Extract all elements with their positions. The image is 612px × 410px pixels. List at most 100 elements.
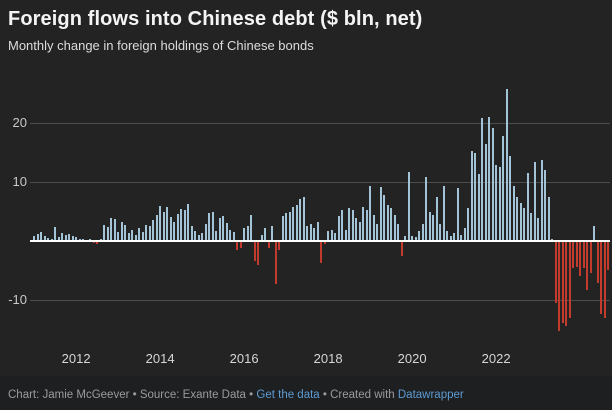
inflow-bar[interactable] (40, 232, 43, 241)
inflow-bar[interactable] (369, 185, 372, 241)
inflow-bar[interactable] (404, 236, 407, 241)
inflow-bar[interactable] (421, 224, 424, 241)
inflow-bar[interactable] (61, 233, 64, 241)
inflow-bar[interactable] (313, 228, 316, 241)
inflow-bar[interactable] (327, 230, 330, 241)
outflow-bar[interactable] (257, 242, 260, 265)
inflow-bar[interactable] (306, 226, 309, 241)
inflow-bar[interactable] (271, 226, 274, 241)
outflow-bar[interactable] (278, 242, 281, 251)
inflow-bar[interactable] (365, 209, 368, 241)
inflow-bar[interactable] (68, 233, 71, 241)
inflow-bar[interactable] (414, 237, 417, 241)
inflow-bar[interactable] (540, 160, 543, 241)
inflow-bar[interactable] (292, 206, 295, 241)
outflow-bar[interactable] (586, 242, 589, 290)
outflow-bar[interactable] (596, 242, 599, 283)
inflow-bar[interactable] (544, 170, 547, 241)
inflow-bar[interactable] (260, 234, 263, 241)
inflow-bar[interactable] (523, 207, 526, 241)
inflow-bar[interactable] (593, 226, 596, 241)
inflow-bar[interactable] (187, 203, 190, 241)
outflow-bar[interactable] (575, 242, 578, 267)
inflow-bar[interactable] (103, 225, 106, 241)
inflow-bar[interactable] (537, 217, 540, 241)
inflow-bar[interactable] (169, 216, 172, 241)
inflow-bar[interactable] (425, 177, 428, 241)
inflow-bar[interactable] (208, 212, 211, 241)
inflow-bar[interactable] (106, 226, 109, 241)
inflow-bar[interactable] (243, 228, 246, 241)
inflow-bar[interactable] (526, 173, 529, 241)
inflow-bar[interactable] (285, 213, 288, 241)
inflow-bar[interactable] (519, 203, 522, 241)
outflow-bar[interactable] (400, 242, 403, 257)
inflow-bar[interactable] (491, 127, 494, 241)
inflow-bar[interactable] (376, 224, 379, 241)
inflow-bar[interactable] (530, 213, 533, 241)
inflow-bar[interactable] (47, 238, 50, 241)
inflow-bar[interactable] (43, 235, 46, 241)
inflow-bar[interactable] (204, 224, 207, 241)
outflow-bar[interactable] (239, 242, 242, 248)
inflow-bar[interactable] (288, 211, 291, 241)
inflow-bar[interactable] (159, 205, 162, 241)
outflow-bar[interactable] (565, 242, 568, 326)
outflow-bar[interactable] (267, 242, 270, 249)
inflow-bar[interactable] (383, 194, 386, 241)
inflow-bar[interactable] (509, 156, 512, 241)
inflow-bar[interactable] (502, 135, 505, 241)
inflow-bar[interactable] (194, 230, 197, 241)
inflow-bar[interactable] (428, 211, 431, 241)
inflow-bar[interactable] (281, 216, 284, 241)
inflow-bar[interactable] (225, 222, 228, 241)
inflow-bar[interactable] (138, 228, 141, 241)
outflow-bar[interactable] (92, 242, 95, 244)
inflow-bar[interactable] (302, 196, 305, 241)
outflow-bar[interactable] (600, 242, 603, 314)
inflow-bar[interactable] (162, 212, 165, 241)
inflow-bar[interactable] (222, 216, 225, 241)
inflow-bar[interactable] (145, 225, 148, 241)
inflow-bar[interactable] (463, 228, 466, 241)
outflow-bar[interactable] (96, 242, 99, 244)
inflow-bar[interactable] (190, 226, 193, 241)
inflow-bar[interactable] (78, 238, 81, 241)
outflow-bar[interactable] (603, 242, 606, 318)
inflow-bar[interactable] (64, 234, 67, 241)
outflow-bar[interactable] (323, 242, 326, 244)
inflow-bar[interactable] (386, 205, 389, 241)
inflow-bar[interactable] (201, 232, 204, 241)
inflow-bar[interactable] (397, 224, 400, 241)
outflow-bar[interactable] (568, 242, 571, 319)
inflow-bar[interactable] (533, 161, 536, 241)
outflow-bar[interactable] (582, 242, 585, 268)
inflow-bar[interactable] (446, 230, 449, 241)
inflow-bar[interactable] (516, 196, 519, 241)
inflow-bar[interactable] (57, 237, 60, 241)
outflow-bar[interactable] (554, 242, 557, 303)
inflow-bar[interactable] (470, 150, 473, 241)
inflow-bar[interactable] (173, 221, 176, 241)
inflow-bar[interactable] (460, 234, 463, 241)
outflow-bar[interactable] (320, 242, 323, 264)
inflow-bar[interactable] (393, 215, 396, 241)
inflow-bar[interactable] (495, 165, 498, 241)
inflow-bar[interactable] (379, 186, 382, 241)
inflow-bar[interactable] (439, 224, 442, 241)
inflow-bar[interactable] (481, 118, 484, 241)
inflow-bar[interactable] (316, 221, 319, 241)
inflow-bar[interactable] (355, 217, 358, 241)
inflow-bar[interactable] (449, 236, 452, 241)
inflow-bar[interactable] (99, 238, 102, 241)
inflow-bar[interactable] (435, 196, 438, 241)
outflow-bar[interactable] (589, 242, 592, 274)
inflow-bar[interactable] (512, 185, 515, 241)
inflow-bar[interactable] (505, 88, 508, 241)
outflow-bar[interactable] (274, 242, 277, 285)
inflow-bar[interactable] (467, 207, 470, 241)
inflow-bar[interactable] (250, 215, 253, 241)
inflow-bar[interactable] (127, 232, 130, 241)
outflow-bar[interactable] (561, 242, 564, 324)
inflow-bar[interactable] (418, 230, 421, 241)
